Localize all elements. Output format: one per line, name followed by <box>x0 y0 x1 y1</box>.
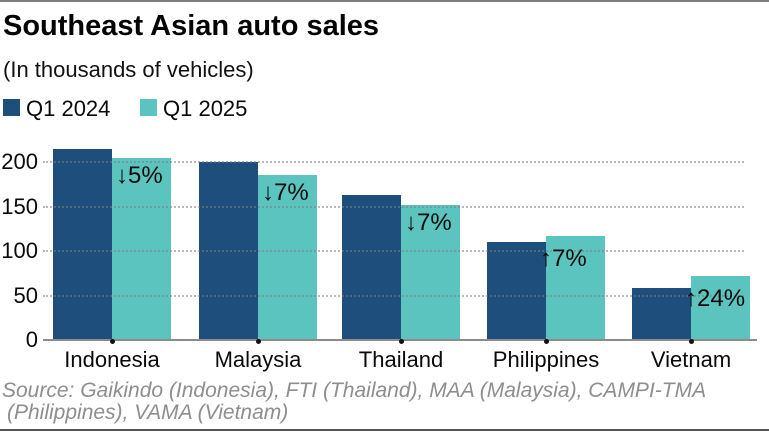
category-label-malaysia: Malaysia <box>214 347 302 372</box>
legend-swatch-q1-2025 <box>140 99 157 116</box>
legend-item-q1-2024: Q1 2024 <box>3 96 133 122</box>
pct-change-annotation-malaysia: ↓7% <box>262 179 309 207</box>
chart-subtitle: (In thousands of vehicles) <box>3 57 254 82</box>
axis-tick-dot-indonesia <box>110 339 115 344</box>
gridline-150 <box>43 205 744 208</box>
bar-q1-2025-vietnam <box>691 275 750 340</box>
gridline-50 <box>43 294 744 297</box>
bar-q1-2025-indonesia <box>112 157 171 340</box>
axis-tick-dot-philippines <box>544 339 549 344</box>
y-axis-tick-0: 0 <box>25 327 38 352</box>
legend-label-q1-2025: Q1 2025 <box>163 96 248 121</box>
bar-q1-2024-vietnam <box>632 288 691 340</box>
axis-tick-dot-vietnam <box>689 339 694 344</box>
y-axis-tick-200: 200 <box>1 149 38 174</box>
gridline-100 <box>43 250 744 252</box>
legend-label-q1-2024: Q1 2024 <box>26 96 111 121</box>
pct-change-annotation-indonesia: ↓5% <box>116 161 163 189</box>
y-axis-tick-50: 50 <box>13 282 38 308</box>
pct-change-annotation-thailand: ↓7% <box>405 208 452 236</box>
legend-swatch-q1-2024 <box>3 99 20 116</box>
source-note-line-2: (Philippines), VAMA (Vietnam) <box>7 401 289 424</box>
y-axis-tick-100: 100 <box>1 238 38 263</box>
bar-q1-2025-philippines <box>546 235 605 340</box>
source-note-line-1: Source: Gaikindo (Indonesia), FTI (Thail… <box>2 379 707 402</box>
pct-change-annotation-vietnam: ↑24% <box>685 284 746 312</box>
bar-q1-2025-thailand <box>401 204 460 340</box>
category-label-indonesia: Indonesia <box>64 347 160 372</box>
gridline-200 <box>43 161 744 163</box>
pct-change-annotation-philippines: ↑7% <box>540 244 587 272</box>
bottom-divider <box>0 429 769 431</box>
category-label-thailand: Thailand <box>358 347 444 372</box>
bar-q1-2025-malaysia <box>258 175 317 340</box>
bar-q1-2024-thailand <box>342 194 401 340</box>
legend-item-q1-2025: Q1 2025 <box>140 96 270 122</box>
chart-title: Southeast Asian auto sales <box>3 10 380 42</box>
axis-tick-dot-thailand <box>399 339 404 344</box>
bar-q1-2024-indonesia <box>53 148 112 340</box>
category-label-vietnam: Vietnam <box>650 347 732 372</box>
axis-tick-dot-malaysia <box>256 339 261 344</box>
y-axis-tick-150: 150 <box>1 193 38 219</box>
plot-area: 0 50 100 150 200 Indonesia Malaysia Thailand Phi… <box>0 130 769 380</box>
top-divider <box>0 0 769 2</box>
category-label-philippines: Philippines <box>492 347 600 372</box>
bar-q1-2024-philippines <box>487 242 546 340</box>
